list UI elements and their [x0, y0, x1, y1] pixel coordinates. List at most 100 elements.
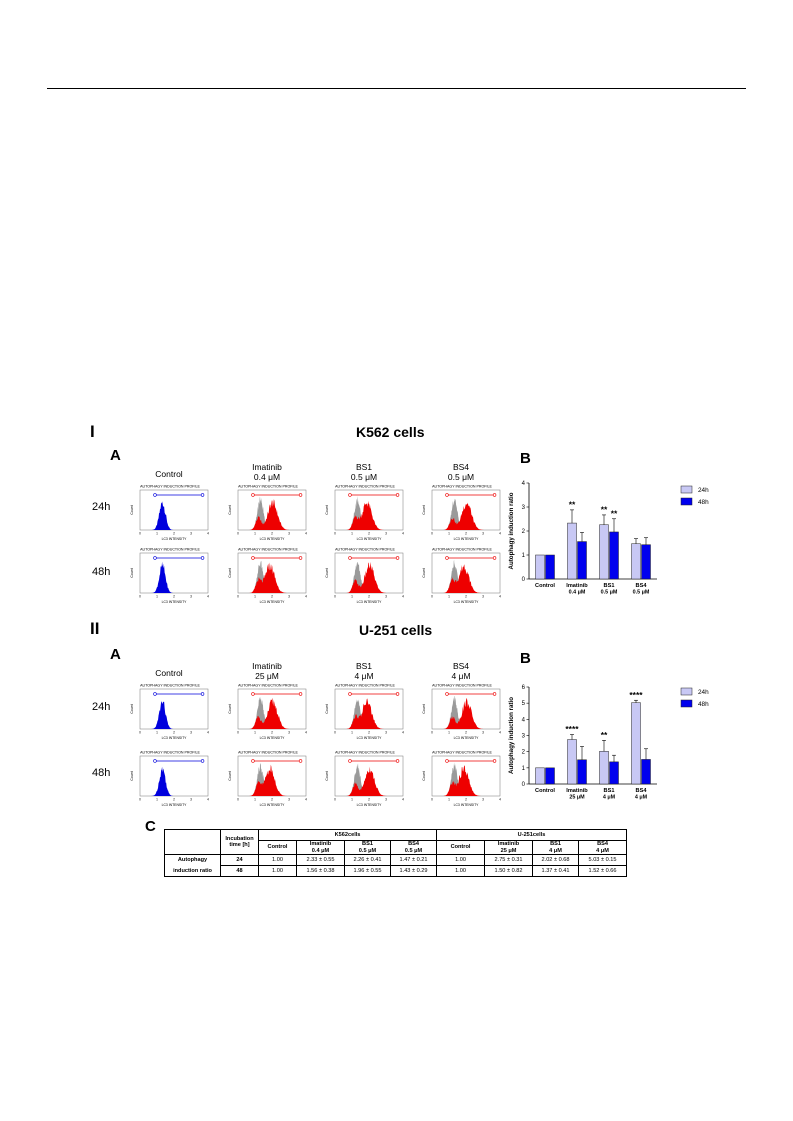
- histogram-tick: 1: [254, 595, 256, 599]
- histogram-xlabel: LC3 INTENSITY: [357, 537, 383, 541]
- gate-handle: [492, 692, 497, 696]
- histogram-ylabel: Count: [130, 704, 134, 714]
- histogram-tick: 4: [402, 731, 404, 735]
- treatment-label: Imatinib 25 μM: [252, 661, 282, 681]
- histogram-tick: 0: [334, 532, 336, 536]
- y-axis-label: Autophagy induction ratio: [508, 697, 515, 774]
- histogram-tick: 0: [237, 532, 239, 536]
- col-header: BS4 0.5 μM: [389, 840, 438, 855]
- bar-chart-k562: 0 1 2 3 4 Autophagy induction ratio Control Ima…: [508, 481, 709, 596]
- gate-handle: [298, 493, 303, 497]
- histogram-tick: 0: [431, 798, 433, 802]
- x-tick-label: 25 μM: [569, 795, 585, 801]
- histogram-tick: 2: [271, 595, 273, 599]
- gate-handle: [251, 759, 255, 763]
- histogram-ylabel: Count: [228, 568, 232, 578]
- legend-label: 48h: [698, 499, 709, 506]
- histogram-title: AUTOPHAGY INDUCTION PROFILE: [432, 751, 492, 755]
- flow-histogram: AUTOPHAGY INDUCTION PROFILE Count 0 1 2 3 4 LC3…: [228, 548, 307, 605]
- gate-handle: [153, 759, 157, 763]
- histogram-xlabel: LC3 INTENSITY: [162, 600, 188, 604]
- histogram-tick: 1: [351, 731, 353, 735]
- histogram-tick: 3: [190, 731, 192, 735]
- bar: [641, 544, 651, 580]
- y-tick-label: 0: [522, 577, 526, 583]
- table-cell: 1.43 ± 0.29: [389, 865, 438, 877]
- histogram-ylabel: Count: [422, 505, 426, 515]
- histogram-title: AUTOPHAGY INDUCTION PROFILE: [432, 684, 492, 688]
- histogram-tick: 4: [499, 731, 501, 735]
- histogram-tick: 3: [288, 731, 290, 735]
- col-header: BS1 4 μM: [532, 840, 580, 855]
- table-cell: 5.03 ± 0.15: [578, 854, 628, 866]
- sample-histogram: [442, 697, 484, 729]
- table-cell: 1.00: [436, 865, 486, 877]
- bar: [599, 524, 609, 580]
- histogram-title: AUTOPHAGY INDUCTION PROFILE: [238, 684, 298, 688]
- col-header: Imatinib 0.4 μM: [296, 840, 345, 855]
- y-tick-label: 5: [522, 701, 526, 707]
- row-label: induction ratio: [164, 865, 221, 877]
- histogram-xlabel: LC3 INTENSITY: [260, 803, 286, 807]
- histogram-title: AUTOPHAGY INDUCTION PROFILE: [140, 751, 200, 755]
- gate-handle: [445, 493, 449, 497]
- histogram-frame: [139, 688, 209, 730]
- panel-b-label: B: [520, 650, 531, 667]
- histogram-tick: 3: [482, 532, 484, 536]
- table-header-row: Incubation time [h] K562cells U-251cells: [164, 829, 628, 855]
- histogram-tick: 0: [139, 532, 141, 536]
- flow-histogram: AUTOPHAGY INDUCTION PROFILE Count 0 1 2 3 4 LC3…: [325, 548, 404, 605]
- gate-handle: [348, 493, 352, 497]
- flow-histogram: AUTOPHAGY INDUCTION PROFILE Count 0 1 2 3 4 LC3…: [325, 684, 404, 741]
- histogram-frame: [139, 489, 209, 531]
- control-overlay-histogram: [347, 561, 367, 593]
- gate-handle: [492, 759, 497, 763]
- table-cell: 2.02 ± 0.68: [532, 854, 580, 866]
- col-header: BS4 4 μM: [578, 840, 628, 855]
- control-overlay-histogram: [444, 695, 464, 729]
- histogram-tick: 1: [156, 731, 158, 735]
- flow-histogram: AUTOPHAGY INDUCTION PROFILE Count 0 1 2 3 4 LC3…: [422, 684, 501, 741]
- histogram-ylabel: Count: [325, 704, 329, 714]
- gate-handle: [251, 556, 255, 560]
- panel-a-label: A: [110, 447, 121, 464]
- histogram-tick: 1: [448, 595, 450, 599]
- histogram-title: AUTOPHAGY INDUCTION PROFILE: [432, 548, 492, 552]
- sample-histogram: [248, 562, 290, 593]
- flow-histogram: AUTOPHAGY INDUCTION PROFILE Count 0 1 2 3 4 LC3…: [422, 485, 501, 542]
- gate-handle: [298, 759, 303, 763]
- histogram-tick: 1: [448, 532, 450, 536]
- histogram-title: AUTOPHAGY INDUCTION PROFILE: [140, 485, 200, 489]
- control-overlay-histogram: [250, 696, 270, 729]
- legend-swatch: [680, 497, 693, 506]
- flow-histogram: AUTOPHAGY INDUCTION PROFILE Count 0 1 2 3 4 LC3…: [228, 684, 307, 741]
- histogram-tick: 2: [368, 731, 370, 735]
- histogram-tick: 3: [385, 798, 387, 802]
- histogram-xlabel: LC3 INTENSITY: [454, 537, 480, 541]
- histogram-tick: 0: [139, 798, 141, 802]
- significance-stars: **: [611, 508, 618, 518]
- sample-histogram: [150, 501, 192, 530]
- bar: [631, 702, 641, 785]
- histogram-tick: 1: [351, 595, 353, 599]
- histogram-xlabel: LC3 INTENSITY: [260, 600, 286, 604]
- histogram-tick: 0: [431, 731, 433, 735]
- histogram-tick: 1: [448, 731, 450, 735]
- y-tick-label: 2: [522, 750, 526, 756]
- histogram-tick: 2: [465, 595, 467, 599]
- y-axis-label: Autophagy induction ratio: [508, 492, 515, 569]
- histogram-tick: 4: [207, 595, 209, 599]
- histogram-xlabel: LC3 INTENSITY: [162, 803, 188, 807]
- gate-handle: [153, 556, 157, 560]
- gate-handle: [200, 493, 205, 497]
- histogram-tick: 4: [402, 532, 404, 536]
- histogram-tick: 2: [173, 731, 175, 735]
- histogram-xlabel: LC3 INTENSITY: [357, 803, 383, 807]
- bar: [641, 759, 651, 785]
- gate-handle: [153, 493, 157, 497]
- y-tick-label: 2: [522, 529, 526, 535]
- sample-histogram: [442, 564, 484, 593]
- histogram-xlabel: LC3 INTENSITY: [260, 736, 286, 740]
- x-tick-label: Control: [535, 583, 555, 589]
- legend-swatch: [680, 687, 693, 696]
